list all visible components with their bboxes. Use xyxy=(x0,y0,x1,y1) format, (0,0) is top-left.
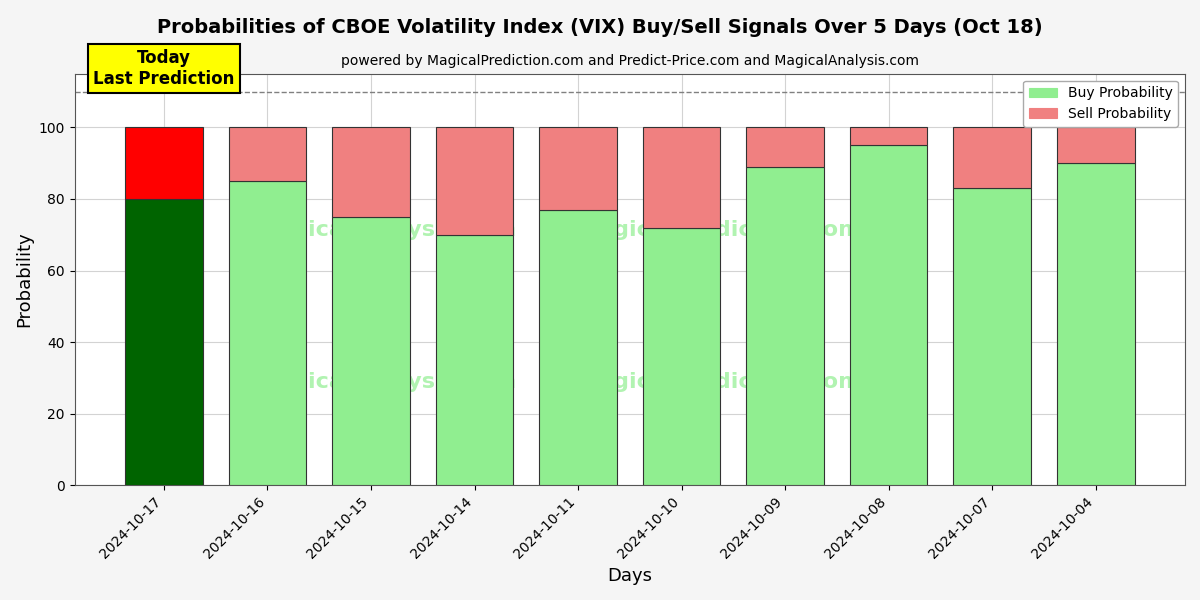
Bar xyxy=(125,127,203,199)
Bar xyxy=(436,235,514,485)
Bar xyxy=(1057,163,1134,485)
Bar xyxy=(850,127,928,145)
Bar xyxy=(229,181,306,485)
Bar xyxy=(332,217,410,485)
Title: powered by MagicalPrediction.com and Predict-Price.com and MagicalAnalysis.com: powered by MagicalPrediction.com and Pre… xyxy=(341,55,919,68)
X-axis label: Days: Days xyxy=(607,567,653,585)
Text: MagicalAnalysis.com: MagicalAnalysis.com xyxy=(254,373,516,392)
Bar xyxy=(643,227,720,485)
Legend: Buy Probability, Sell Probability: Buy Probability, Sell Probability xyxy=(1024,80,1178,127)
Text: MagicalAnalysis.com: MagicalAnalysis.com xyxy=(254,220,516,240)
Text: Probabilities of CBOE Volatility Index (VIX) Buy/Sell Signals Over 5 Days (Oct 1: Probabilities of CBOE Volatility Index (… xyxy=(157,18,1043,37)
Text: Today
Last Prediction: Today Last Prediction xyxy=(94,49,235,88)
Bar xyxy=(746,127,824,167)
Text: MagicalPrediction.com: MagicalPrediction.com xyxy=(576,220,862,240)
Bar xyxy=(125,199,203,485)
Bar xyxy=(746,167,824,485)
Text: MagicalPrediction.com: MagicalPrediction.com xyxy=(576,373,862,392)
Bar xyxy=(229,127,306,181)
Bar xyxy=(332,127,410,217)
Bar xyxy=(1057,127,1134,163)
Bar xyxy=(643,127,720,227)
Bar xyxy=(953,188,1031,485)
Bar xyxy=(850,145,928,485)
Bar xyxy=(953,127,1031,188)
Y-axis label: Probability: Probability xyxy=(16,232,34,328)
Bar xyxy=(539,127,617,209)
Bar xyxy=(436,127,514,235)
Bar xyxy=(539,209,617,485)
